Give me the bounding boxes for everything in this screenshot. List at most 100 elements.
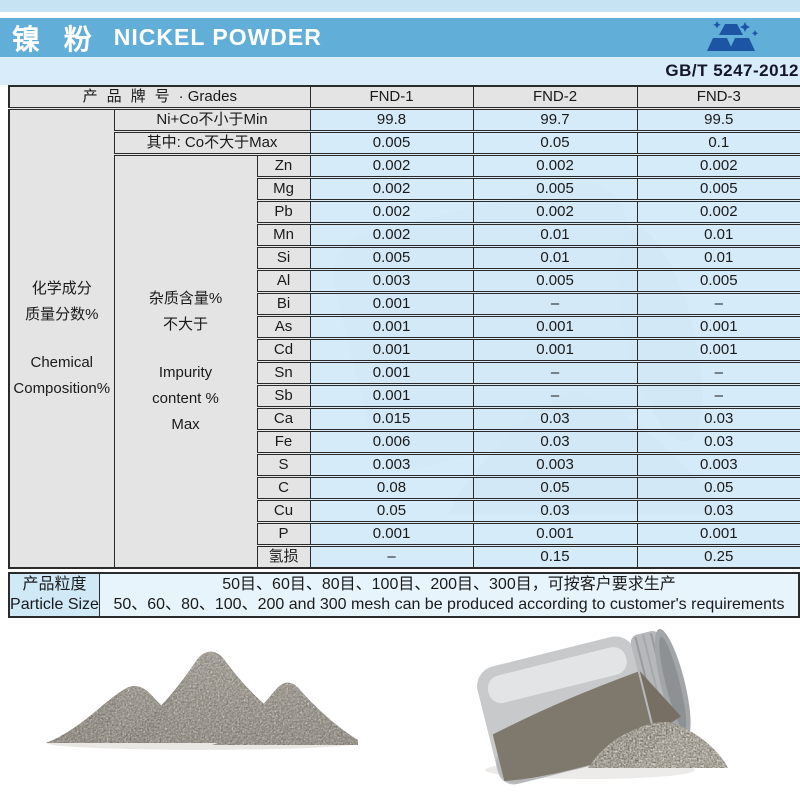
impurity-label-line: content % xyxy=(152,389,219,407)
value-fnd3: 0.003 xyxy=(636,452,800,477)
value-fnd3: 0.001 xyxy=(636,337,800,362)
top-strip xyxy=(0,0,800,12)
value-fnd2: 0.001 xyxy=(472,521,638,546)
value-fnd2: 0.03 xyxy=(472,429,638,454)
spec-table: 产品牌号· Grades FND-1 FND-2 FND-3 化学成分 质量分数… xyxy=(8,85,800,569)
value-fnd1: 0.003 xyxy=(309,268,474,293)
value-fnd1: 0.001 xyxy=(309,291,474,316)
powder-jar-photo xyxy=(477,628,728,785)
value-fnd1: 99.8 xyxy=(309,107,474,132)
grades-header-en: · Grades xyxy=(178,88,237,105)
value-fnd1: 0.015 xyxy=(309,406,474,431)
value-fnd3: – xyxy=(636,360,800,385)
value-fnd3: – xyxy=(636,383,800,408)
element-label: P xyxy=(256,521,311,546)
value-fnd3: 0.001 xyxy=(636,314,800,339)
value-fnd1: – xyxy=(309,544,474,569)
element-label: Fe xyxy=(256,429,311,454)
value-fnd1: 0.002 xyxy=(309,153,474,178)
element-label: Sn xyxy=(256,360,311,385)
value-fnd3: 0.05 xyxy=(636,475,800,500)
value-fnd1: 0.005 xyxy=(309,245,474,270)
spec-table-area: 产品牌号· Grades FND-1 FND-2 FND-3 化学成分 质量分数… xyxy=(8,85,800,618)
table-row: Sn 0.001– – xyxy=(9,360,800,385)
powder-piles-photo xyxy=(45,651,359,750)
impurity-content-label: 杂质含量% 不大于 Impurity content % Max xyxy=(113,153,258,569)
value-fnd3: 0.005 xyxy=(636,268,800,293)
table-row: 氢损 –0.15 0.25 xyxy=(9,544,800,569)
element-label: As xyxy=(256,314,311,339)
impurity-label-line: 杂质含量% xyxy=(148,289,223,307)
particle-size-label-cell: 产品粒度 Particle Size xyxy=(8,572,100,618)
spacer xyxy=(117,338,255,360)
value-fnd3: 0.25 xyxy=(636,544,800,569)
value-fnd3: 0.001 xyxy=(636,521,800,546)
table-row: Bi 0.001– – xyxy=(9,291,800,316)
value-fnd3: 0.005 xyxy=(636,176,800,201)
value-fnd3: 0.002 xyxy=(636,199,800,224)
value-fnd2: 0.001 xyxy=(472,314,638,339)
element-label: S xyxy=(256,452,311,477)
value-fnd1: 0.001 xyxy=(309,314,474,339)
banner-title-en: NICKEL POWDER xyxy=(113,24,322,50)
grade-column-header: FND-2 xyxy=(472,85,638,109)
value-fnd3: 99.5 xyxy=(636,107,800,132)
element-label: Pb xyxy=(256,199,311,224)
impurity-label-line: 不大于 xyxy=(162,315,208,333)
row-label: Ni+Co不小于Min xyxy=(113,107,311,132)
grades-header-row: 产品牌号· Grades FND-1 FND-2 FND-3 xyxy=(8,85,800,109)
table-row: Mg 0.002 0.005 0.005 xyxy=(9,176,800,201)
value-fnd2: 0.001 xyxy=(472,337,638,362)
spacer xyxy=(12,328,112,350)
value-fnd1: 0.002 xyxy=(309,176,474,201)
element-label: Sb xyxy=(256,383,311,408)
value-fnd2: 0.002 xyxy=(472,199,638,224)
table-row: C 0.08 0.05 0.05 xyxy=(9,475,800,500)
particle-size-line-en: 50、60、80、100、200 and 300 mesh can be pro… xyxy=(113,596,785,613)
grade-column-header: FND-3 xyxy=(636,85,800,109)
value-fnd2: 99.7 xyxy=(472,107,638,132)
value-fnd2: 0.05 xyxy=(472,475,638,500)
banner: 镍 粉 NICKEL POWDER xyxy=(0,18,800,57)
value-fnd2: 0.003 xyxy=(472,452,638,477)
value-fnd3: 0.03 xyxy=(636,498,800,523)
table-row: Cu 0.05 0.03 0.03 xyxy=(9,498,800,523)
chem-label-line: Chemical xyxy=(30,353,94,371)
value-fnd3: 0.002 xyxy=(636,153,800,178)
table-row: Al 0.003 0.005 0.005 xyxy=(9,268,800,293)
grade-column-header: FND-1 xyxy=(309,85,474,109)
value-fnd3: 0.01 xyxy=(636,222,800,247)
impurity-label-line: Impurity xyxy=(158,363,213,381)
value-fnd2: 0.01 xyxy=(472,222,638,247)
particle-size-label-cn: 产品粒度 xyxy=(22,576,87,593)
top-gap xyxy=(0,12,800,18)
table-row: 其中: Co不大于Max 0.005 0.05 0.1 xyxy=(9,130,800,155)
element-label: 氢损 xyxy=(256,544,311,569)
value-fnd2: – xyxy=(472,383,638,408)
impurity-label-line: Max xyxy=(171,415,200,433)
value-fnd2: 0.03 xyxy=(472,498,638,523)
particle-size-row: 产品粒度 Particle Size 50目、60目、80目、100目、200目… xyxy=(8,572,800,618)
element-label: Mg xyxy=(256,176,311,201)
table-row: Cd 0.001 0.001 0.001 xyxy=(9,337,800,362)
table-row: Ca 0.015 0.03 0.03 xyxy=(9,406,800,431)
table-row: Mn 0.002 0.01 0.01 xyxy=(9,222,800,247)
table-row: 杂质含量% 不大于 Impurity content % Max Zn 0.00… xyxy=(9,153,800,569)
grades-header-cn: 产品牌号 xyxy=(82,88,179,105)
table-row: Si 0.005 0.01 0.01 xyxy=(9,245,800,270)
value-fnd2: 0.005 xyxy=(472,268,638,293)
particle-size-label-en: Particle Size xyxy=(10,596,99,613)
element-label: Al xyxy=(256,268,311,293)
element-label: Ca xyxy=(256,406,311,431)
value-fnd2: 0.15 xyxy=(472,544,638,569)
element-label: Zn xyxy=(256,153,311,178)
banner-title-cn: 镍 粉 xyxy=(12,23,100,55)
value-fnd2: 0.005 xyxy=(472,176,638,201)
table-row: Pb 0.002 0.002 0.002 xyxy=(9,199,800,224)
element-label: Cu xyxy=(256,498,311,523)
value-fnd1: 0.002 xyxy=(309,222,474,247)
particle-size-table: 产品粒度 Particle Size 50目、60目、80目、100目、200目… xyxy=(8,572,800,618)
value-fnd2: 0.05 xyxy=(472,130,638,155)
value-fnd3: 0.03 xyxy=(636,406,800,431)
element-label: Si xyxy=(256,245,311,270)
